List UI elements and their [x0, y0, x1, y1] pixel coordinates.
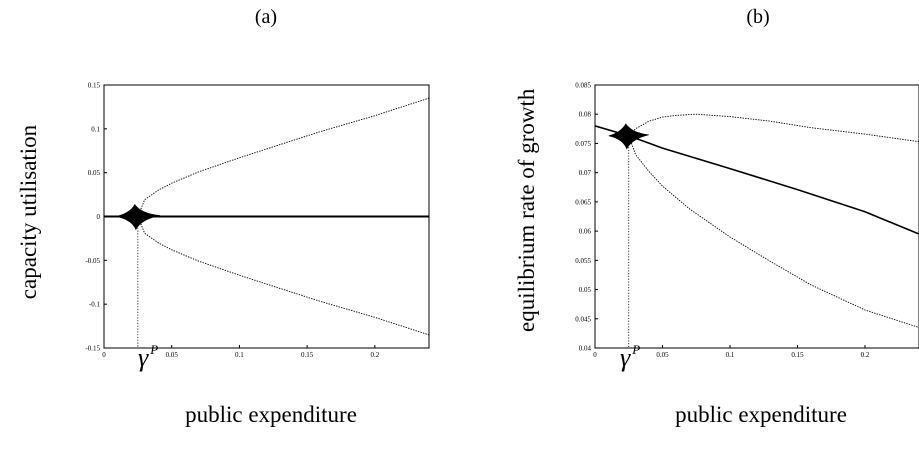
- chart-b-y-tick-label: 0.04: [579, 345, 592, 353]
- panel-b-gamma-symbol: γ: [620, 343, 631, 372]
- panel-a-gamma-superscript: P: [150, 342, 159, 357]
- panel-b-label: (b): [746, 6, 770, 28]
- chart-a: -0.15 -0.1 -0.05 0 0.05 0.1 0.15 0 0.05 0.1 0.15 0.…: [85, 82, 430, 359]
- chart-a-y-tick-label: -0.15: [85, 345, 100, 353]
- chart-a-x-tick-label: 0: [102, 351, 106, 359]
- chart-b-x-tick-label: 0: [593, 351, 597, 359]
- chart-a-x-tick-label: 0.05: [166, 351, 179, 359]
- chart-a-y-tick-label: 0.05: [88, 169, 101, 177]
- chart-a-series-3: [137, 216, 430, 336]
- chart-b-x-tick-label: 0.2: [861, 351, 870, 359]
- panel-a-label: (a): [254, 6, 278, 28]
- chart-b-oscillation-cloud: [608, 123, 649, 150]
- chart-b-frame: [594, 84, 919, 349]
- chart-a-y-tick-label: 0.1: [91, 125, 100, 133]
- chart-b-x-tick-label: 0.1: [726, 351, 735, 359]
- chart-b-x-tick-label: 0.15: [791, 351, 804, 359]
- chart-b-y-tick-label: 0.05: [579, 286, 592, 294]
- chart-a-oscillation-shape: [115, 203, 160, 231]
- chart-b-y-tick-label: 0.07: [579, 169, 592, 177]
- chart-b-oscillation-shape: [608, 123, 649, 150]
- chart-b-x-tick-label: 0.05: [656, 351, 669, 359]
- chart-a-y-tick-label: -0.1: [89, 301, 101, 309]
- chart-b-y-tick-label: 0.065: [575, 198, 591, 206]
- chart-a-x-tick-label: 0.2: [370, 351, 379, 359]
- panel-a-x-axis-label: public expenditure: [185, 402, 357, 427]
- chart-a-x-tick-label: 0.1: [235, 351, 244, 359]
- chart-b-y-tick-label: 0.08: [579, 111, 592, 119]
- chart-b-y-tick-label: 0.045: [575, 315, 591, 323]
- chart-a-y-tick-label: -0.05: [85, 257, 100, 265]
- chart-b-series-1: [594, 125, 919, 235]
- chart-a-x-tick-label: 0.15: [301, 351, 314, 359]
- chart-a-y-tick-label: 0.15: [88, 82, 101, 90]
- panel-b-x-axis-label: public expenditure: [675, 402, 847, 427]
- chart-b-y-tick-label: 0.075: [575, 140, 591, 148]
- chart-a-series-2: [137, 97, 430, 217]
- chart-a-y-tick-label: 0: [97, 213, 101, 221]
- panel-b-gamma-superscript: P: [632, 342, 641, 357]
- chart-b-y-tick-label: 0.055: [575, 257, 591, 265]
- chart-a-oscillation-cloud: [115, 203, 160, 231]
- chart-b-y-tick-label: 0.085: [575, 82, 591, 90]
- panel-a-gamma-symbol: γ: [138, 343, 149, 372]
- chart-b: 0.04 0.045 0.05 0.055 0.06 0.065 0.07 0.075 0.08…: [575, 82, 919, 359]
- chart-b-series-3: [628, 135, 919, 328]
- chart-b-y-tick-label: 0.06: [579, 228, 592, 236]
- chart-b-series-2: [628, 113, 919, 143]
